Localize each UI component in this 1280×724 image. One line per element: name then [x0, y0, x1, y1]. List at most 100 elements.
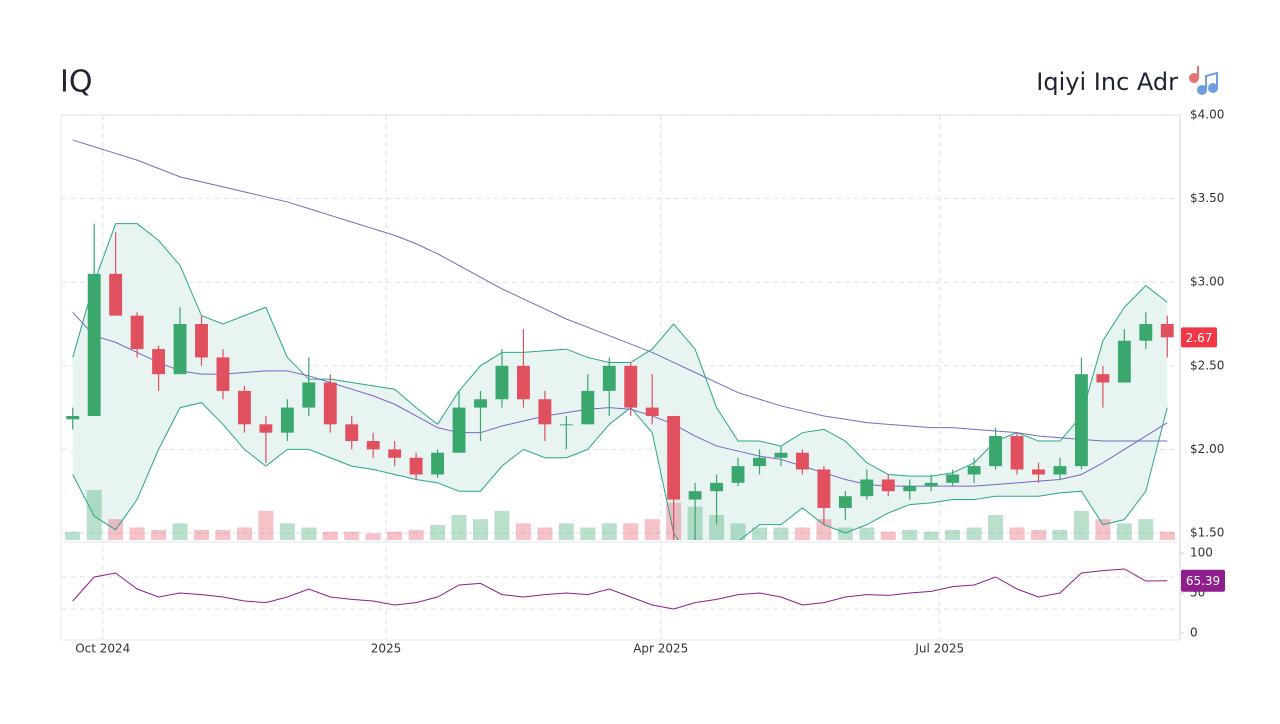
candle-body — [559, 424, 573, 426]
volume-bar — [172, 523, 188, 540]
candle-body — [1074, 374, 1088, 467]
candle-body — [710, 482, 724, 492]
candle-body — [624, 365, 638, 408]
candle-body — [688, 491, 702, 500]
candle-body — [602, 365, 616, 391]
y-tick-label: $2.00 — [1190, 442, 1224, 456]
candle-body — [495, 365, 509, 400]
candle-body — [237, 390, 251, 425]
volume-bar — [945, 530, 961, 540]
volume-bar — [966, 527, 982, 540]
last-price-box — [1181, 327, 1217, 348]
candle-body — [1032, 469, 1045, 475]
volume-bar — [215, 530, 231, 540]
candle-body — [452, 407, 466, 453]
volume-bar — [387, 531, 403, 540]
y-tick-label: $3.50 — [1190, 191, 1224, 205]
volume-bar — [1030, 530, 1047, 540]
volume-bar — [601, 523, 617, 540]
ma50-line — [72, 311, 1168, 487]
rsi-tick-label: 100 — [1190, 546, 1213, 560]
volume-bar — [279, 523, 295, 540]
volume-bar — [880, 531, 896, 540]
candle-body — [538, 399, 552, 425]
volume-bar — [558, 523, 574, 540]
bollinger-band — [72, 223, 1168, 540]
volume-bar — [494, 510, 510, 540]
volume-bar — [1159, 531, 1175, 540]
volume-bar — [472, 519, 489, 540]
rsi-value-label: 65.39 — [1186, 574, 1220, 588]
candle-body — [946, 474, 960, 483]
volume-bar — [751, 527, 768, 540]
x-tick-label: Jul 2025 — [914, 642, 964, 656]
candle-body — [366, 441, 380, 450]
y-tick-label: $1.50 — [1190, 526, 1224, 540]
candle-body — [1053, 466, 1067, 475]
y-tick-label: $2.50 — [1190, 358, 1224, 372]
candle-body — [302, 382, 316, 408]
candle-body — [409, 457, 423, 475]
x-tick-label: 2025 — [371, 642, 402, 656]
candle-body — [1096, 374, 1110, 383]
volume-bar — [86, 490, 102, 540]
candle-body — [431, 452, 445, 475]
candle-body — [109, 273, 123, 316]
volume-bar — [1095, 519, 1111, 540]
volume-bar — [1138, 519, 1154, 540]
x-tick-label: Apr 2025 — [633, 642, 688, 656]
price-pane — [65, 139, 1175, 540]
volume-bar — [236, 527, 252, 540]
rsi-value-box — [1181, 569, 1225, 592]
volume-bar — [773, 527, 789, 540]
candle-body — [87, 273, 101, 416]
candle-body — [280, 407, 294, 433]
candle-body — [860, 479, 874, 497]
x-tick-label: Oct 2024 — [75, 642, 130, 656]
last-price-label: 2.67 — [1186, 331, 1213, 345]
candle-body — [152, 349, 166, 375]
volume-bar — [623, 523, 639, 540]
volume-bar — [451, 515, 467, 540]
candle-body — [645, 407, 659, 416]
candle-body — [1139, 324, 1153, 341]
candle-body — [1010, 436, 1024, 470]
ma200-line — [72, 139, 1168, 442]
volume-bar — [988, 515, 1004, 540]
candle-body — [516, 365, 530, 400]
y-tick-label: $3.00 — [1190, 275, 1224, 289]
candle-body — [1160, 324, 1174, 338]
candle-body — [173, 324, 187, 375]
volume-bar — [322, 531, 338, 540]
candle-body — [474, 399, 487, 408]
volume-bar — [430, 525, 446, 540]
volume-bar — [365, 533, 381, 540]
volume-bar — [193, 530, 210, 540]
volume-bar — [709, 515, 725, 540]
volume-bar — [408, 530, 424, 540]
candle-body — [345, 424, 359, 442]
bollinger-lower — [72, 402, 1168, 540]
volume-bar — [1073, 510, 1089, 540]
volume-bar — [344, 531, 360, 540]
candle-body — [581, 390, 595, 425]
volume-bar — [537, 527, 553, 540]
candle-body — [259, 424, 273, 433]
candle-body — [323, 382, 337, 425]
rsi-line — [72, 568, 1168, 610]
candle-body — [774, 452, 788, 458]
candle-body — [817, 469, 831, 508]
volume-bar — [923, 531, 939, 540]
volume-bar — [301, 527, 317, 540]
candle-body — [753, 457, 766, 467]
candle-body — [1117, 340, 1131, 383]
volume-bar — [794, 527, 810, 540]
candle-body — [967, 466, 981, 475]
candle-body — [388, 449, 402, 458]
chart-title: IQ — [60, 65, 92, 100]
candle-body — [667, 415, 681, 500]
volume-bar — [129, 527, 145, 540]
volume-bar — [151, 530, 167, 540]
